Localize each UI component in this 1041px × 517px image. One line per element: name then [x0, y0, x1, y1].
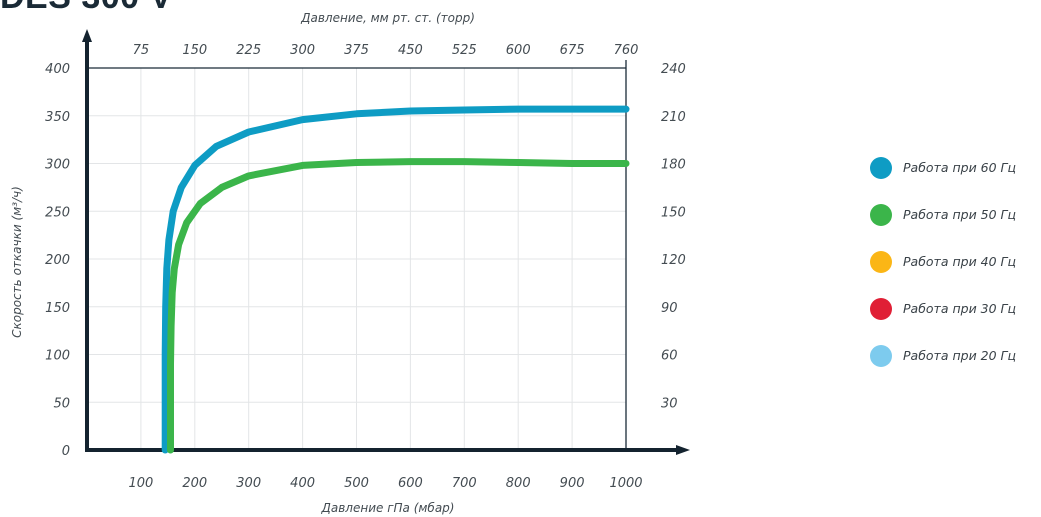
y-right-tick-label: 90	[661, 301, 678, 316]
y-left-tick-label: 300	[45, 158, 70, 173]
x-axis-title-bottom: Давление гПа (мбар)	[321, 501, 455, 515]
x-bottom-tick-label: 600	[398, 476, 423, 491]
y-left-tick-label: 0	[62, 444, 70, 459]
x-bottom-tick-label: 100	[128, 476, 153, 491]
x-top-tick-label: 225	[236, 43, 261, 58]
legend-marker-60hz	[870, 156, 892, 179]
x-top-tick-label: 760	[614, 43, 639, 58]
y-left-tick-label: 100	[45, 349, 70, 364]
x-top-tick-label: 450	[398, 43, 423, 58]
legend-label-60hz: Работа при 60 Гц	[903, 160, 1017, 175]
legend-label-20hz: Работа при 20 Гц	[903, 348, 1017, 363]
y-left-tick-label: 250	[45, 205, 70, 220]
pumping-speed-chart: 0 50 100 150 200 250 300 350 400 30 60 90 120 150 180 2…	[10, 11, 690, 515]
x-bottom-tick-label: 900	[560, 476, 585, 491]
x-bottom-tick-label: 1000	[609, 476, 642, 491]
x-bottom-tick-label: 700	[452, 476, 477, 491]
y-right-tick-label: 60	[661, 349, 678, 364]
axes	[82, 29, 690, 455]
series-line-1	[167, 158, 630, 454]
legend-label-50hz: Работа при 50 Гц	[903, 207, 1017, 222]
y-axis-arrow	[82, 29, 92, 42]
x-bottom-tick-label: 400	[290, 476, 315, 491]
y-right-tick-label: 180	[661, 158, 686, 173]
legend-item-20hz: Работа при 20 Гц	[870, 332, 1016, 379]
y-right-tick-label: 120	[661, 253, 686, 268]
x-bottom-tick-label: 300	[236, 476, 261, 491]
x-top-tick-label: 75	[133, 43, 150, 58]
y-left-tick-label: 200	[45, 253, 70, 268]
y-left-tick-label: 350	[45, 110, 70, 125]
y-right-tick-label: 150	[661, 205, 686, 220]
y-right-tick-label: 210	[661, 110, 686, 125]
y-axis-title-left: Скорость откачки (м³/ч)	[10, 186, 24, 338]
legend-marker-20hz	[870, 344, 892, 367]
legend-marker-40hz	[870, 250, 892, 273]
series-lines	[161, 105, 630, 454]
x-top-tick-label: 375	[344, 43, 369, 58]
legend-marker-50hz	[870, 203, 892, 226]
x-bottom-tick-label: 200	[182, 476, 207, 491]
y-right-tick-label: 240	[661, 62, 686, 77]
x-top-tick-label: 150	[182, 43, 207, 58]
x-top-tick-label: 675	[560, 43, 585, 58]
x-top-tick-label: 525	[452, 43, 477, 58]
legend-item-30hz: Работа при 30 Гц	[870, 285, 1016, 332]
y-right-tick-label: 30	[661, 396, 678, 411]
legend-item-60hz: Работа при 60 Гц	[870, 144, 1016, 191]
legend-item-50hz: Работа при 50 Гц	[870, 191, 1016, 238]
legend-marker-30hz	[870, 297, 892, 320]
legend-item-40hz: Работа при 40 Гц	[870, 238, 1016, 285]
x-top-tick-label: 300	[290, 43, 315, 58]
grid-lines	[87, 67, 627, 450]
tick-labels: 0 50 100 150 200 250 300 350 400 30 60 90 120 150 180 2…	[10, 11, 686, 515]
y-left-tick-label: 400	[45, 62, 70, 77]
series-line-0	[161, 105, 630, 454]
legend: Работа при 60 Гц Работа при 50 Гц Работа…	[870, 144, 1016, 379]
x-bottom-tick-label: 500	[344, 476, 369, 491]
legend-label-30hz: Работа при 30 Гц	[903, 301, 1017, 316]
x-axis-arrow	[676, 445, 690, 455]
y-left-tick-label: 150	[45, 301, 70, 316]
y-left-tick-label: 50	[53, 396, 70, 411]
x-bottom-tick-label: 800	[506, 476, 531, 491]
x-axis-title-top: Давление, мм рт. ст. (торр)	[300, 11, 475, 25]
x-top-tick-label: 600	[506, 43, 531, 58]
chart-title: DES 300 V	[0, 0, 173, 17]
legend-label-40hz: Работа при 40 Гц	[903, 254, 1017, 269]
